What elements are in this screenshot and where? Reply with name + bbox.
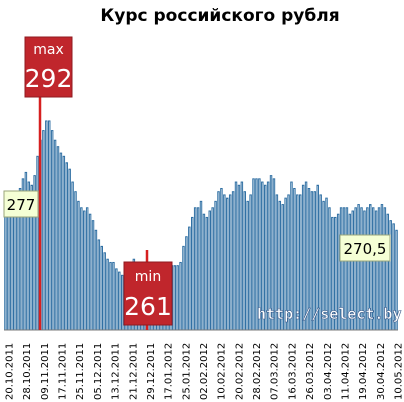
x-tick-label: 03.04.2012 — [323, 343, 334, 400]
x-tick-label: 09.11.2011 — [40, 343, 51, 400]
bar — [50, 130, 54, 331]
bar — [83, 210, 86, 331]
bar — [252, 178, 255, 331]
bar — [182, 245, 185, 331]
bar — [48, 120, 51, 331]
bar — [71, 181, 74, 331]
x-tick-label: 05.12.2011 — [93, 343, 104, 400]
x-tick-label: 21.12.2011 — [128, 343, 139, 400]
x-tick-label: 20.02.2012 — [234, 343, 245, 400]
x-tick-label: 26.03.2012 — [305, 343, 316, 400]
bar — [100, 245, 104, 331]
bar — [211, 207, 214, 331]
end-value-text: 270,5 — [344, 240, 387, 258]
x-tick-label: 02.02.2012 — [199, 343, 210, 400]
bar — [202, 213, 206, 331]
bar — [74, 191, 77, 331]
bar — [214, 200, 217, 331]
x-tick-label: 16.03.2012 — [287, 343, 298, 400]
bar — [42, 130, 45, 331]
bar — [199, 200, 203, 331]
bar — [196, 207, 200, 331]
x-tick-label: 17.01.2012 — [164, 343, 175, 400]
end-value-label: 270,5 — [339, 234, 391, 262]
x-tick-label: 28.02.2012 — [252, 343, 263, 400]
x-tick-label: 11.04.2012 — [340, 343, 351, 400]
bar — [193, 207, 197, 331]
bar — [188, 226, 191, 331]
x-tick-label: 19.04.2012 — [358, 343, 369, 400]
bar — [220, 187, 223, 331]
bar — [120, 274, 124, 331]
bar — [7, 210, 10, 331]
bar — [59, 152, 63, 331]
bar — [65, 162, 68, 331]
bar — [243, 191, 247, 331]
x-tick-label: 30.04.2012 — [376, 343, 387, 400]
watermark: http://select.by — [257, 305, 402, 323]
start-value-label: 277 — [3, 190, 39, 218]
bar — [91, 220, 95, 331]
min-callout-label: min — [135, 269, 161, 285]
min-callout: min 261 — [123, 261, 173, 326]
bar — [179, 261, 182, 331]
max-callout: max 292 — [24, 36, 73, 98]
bar — [226, 197, 229, 331]
x-tick-label: 28.10.2011 — [22, 343, 33, 400]
bar — [53, 139, 57, 331]
chart-title: Курс российского рубля — [100, 6, 339, 26]
bar — [249, 194, 252, 331]
bar — [94, 229, 98, 331]
bar — [234, 181, 238, 331]
bar — [173, 265, 176, 331]
bar — [115, 268, 118, 331]
bar — [10, 207, 13, 331]
bar — [191, 216, 194, 331]
x-tick-label: 20.10.2011 — [5, 343, 16, 400]
bar — [106, 258, 109, 331]
bar-series — [4, 120, 398, 331]
max-callout-value: 292 — [25, 64, 73, 93]
x-tick-label: 07.03.2012 — [270, 343, 281, 400]
bar — [56, 146, 60, 331]
x-tick-label: 10.02.2012 — [217, 343, 228, 400]
bar — [88, 213, 92, 331]
bar — [45, 120, 48, 331]
start-value-text: 277 — [7, 196, 36, 214]
bar — [217, 191, 220, 331]
max-callout-label: max — [33, 42, 64, 58]
x-tick-label: 17.11.2011 — [58, 343, 69, 400]
x-tick-label: 29.12.2011 — [146, 343, 157, 400]
bar — [237, 184, 241, 331]
bar — [4, 207, 7, 331]
bar — [97, 239, 101, 331]
bar — [68, 168, 71, 331]
x-tick-labels: 20.10.2011 28.10.2011 09.11.2011 17.11.2011… — [5, 343, 404, 400]
bar — [77, 200, 80, 331]
bar — [85, 207, 89, 331]
bar — [205, 216, 209, 331]
bar — [36, 155, 39, 331]
bar — [118, 271, 121, 331]
bar — [103, 252, 106, 331]
bar — [240, 181, 244, 331]
bar — [80, 207, 83, 331]
bar — [112, 261, 115, 331]
bar — [109, 261, 112, 331]
x-tick-label: 13.12.2011 — [111, 343, 122, 400]
x-tick-label: 10.05.2012 — [394, 343, 404, 400]
bar — [176, 265, 179, 331]
bar — [62, 155, 66, 331]
x-tick-label: 25.11.2011 — [75, 343, 86, 400]
bar — [231, 191, 235, 331]
x-tick-label: 25.01.2012 — [181, 343, 192, 400]
bar — [228, 194, 232, 331]
bar — [223, 194, 226, 331]
min-callout-value: 261 — [124, 292, 172, 321]
bar — [246, 200, 249, 331]
bar — [185, 236, 188, 331]
bar — [208, 210, 211, 331]
bar — [12, 200, 16, 331]
